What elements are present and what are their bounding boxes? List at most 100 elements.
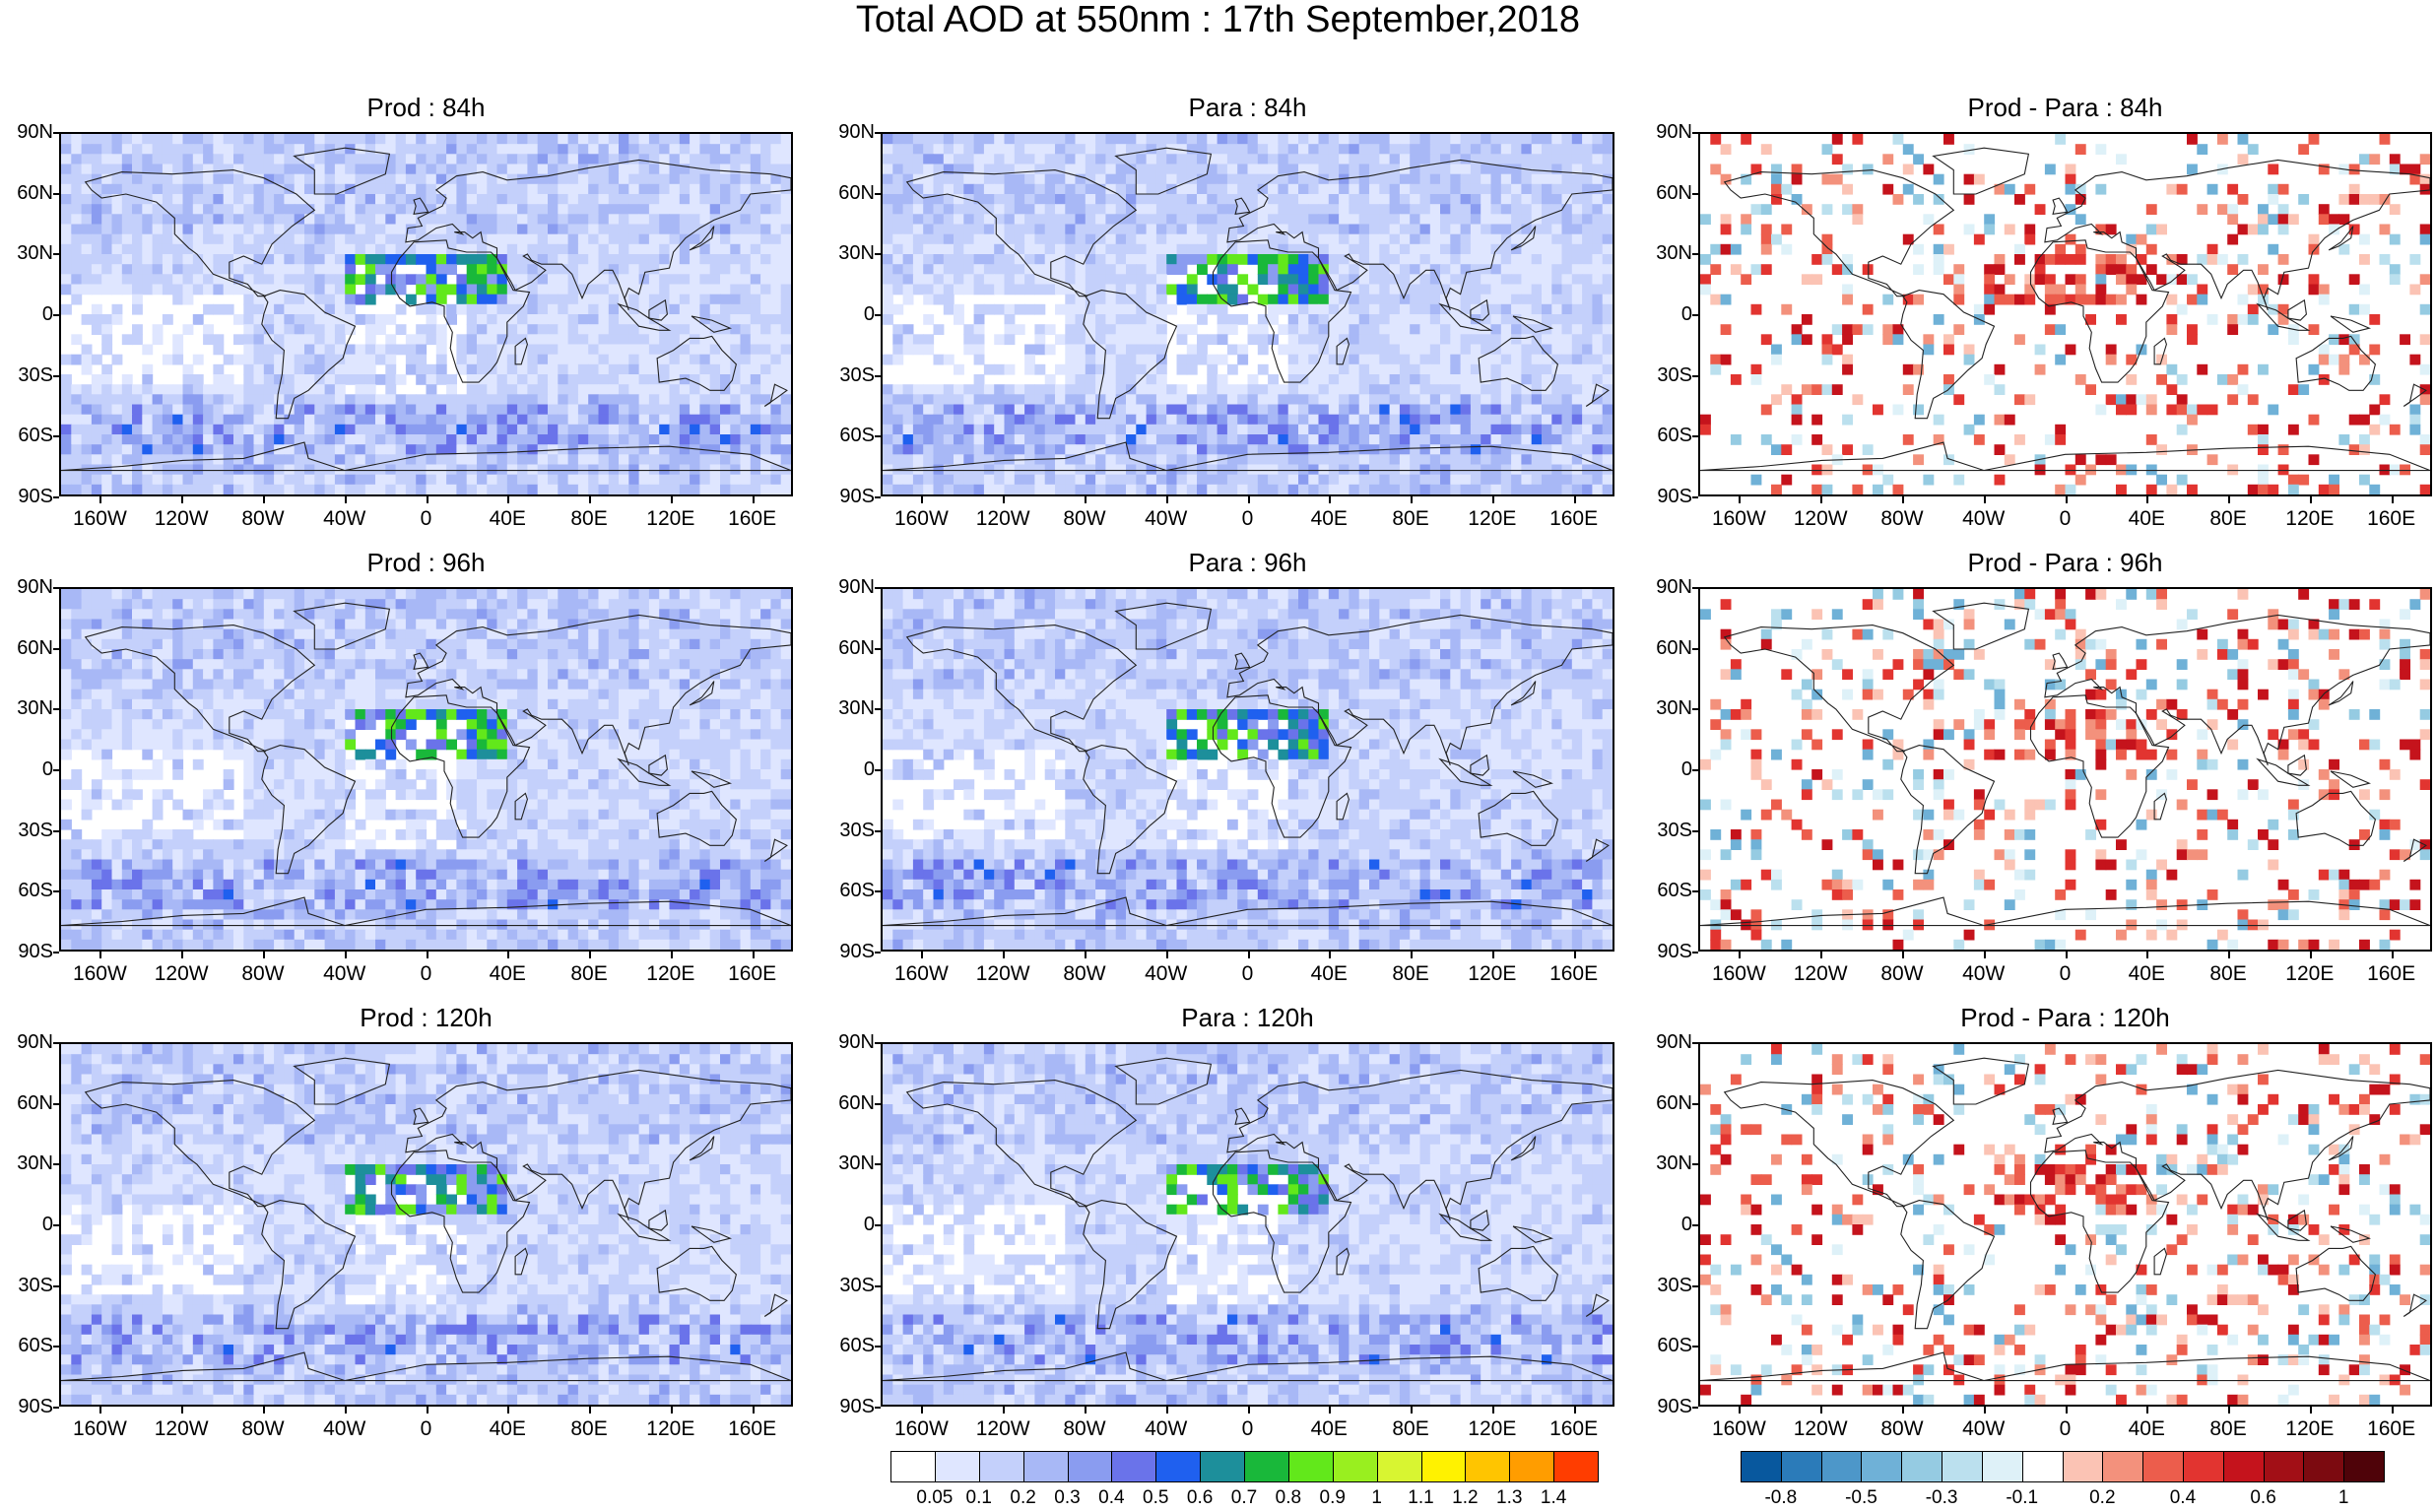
colorbar-label: -0.8 [1751, 1488, 1811, 1508]
longitude-label: 80E [2189, 1418, 2268, 1440]
lat-tick [1692, 193, 1698, 195]
lat-tick [1692, 132, 1698, 134]
lat-tick [1692, 1224, 1698, 1226]
colorbar-swatch [1821, 1451, 1863, 1482]
map-field [1700, 1044, 2430, 1405]
latitude-label: 0 [1633, 1215, 1692, 1234]
latitude-label: 90N [816, 122, 875, 142]
longitude-label: 80E [550, 963, 628, 985]
lon-tick [507, 496, 509, 503]
coastline [2296, 1246, 2375, 1300]
colorbar-swatch [1861, 1451, 1902, 1482]
colorbar-swatch [2264, 1451, 2305, 1482]
latitude-label: 60S [0, 881, 53, 900]
lon-tick [1574, 1407, 1576, 1413]
latitude-label: 30S [816, 821, 875, 840]
lat-tick [875, 435, 881, 437]
longitude-label: 160E [713, 508, 792, 530]
colorbar-swatch [935, 1451, 980, 1482]
longitude-label: 120E [631, 1418, 710, 1440]
colorbar-swatch [1068, 1451, 1113, 1482]
difference-map [1698, 1042, 2432, 1407]
longitude-label: 0 [2026, 508, 2105, 530]
lon-tick [921, 496, 923, 503]
latitude-label: 60S [1633, 881, 1692, 900]
longitude-label: 40W [1127, 963, 1206, 985]
map-field [61, 589, 791, 950]
lat-tick [1692, 952, 1698, 953]
lon-tick [1984, 952, 1986, 958]
longitude-label: 160E [2352, 1418, 2431, 1440]
lat-tick [1692, 587, 1698, 589]
lat-tick [875, 1285, 881, 1287]
colorbar-swatch [2183, 1451, 2224, 1482]
longitude-label: 120E [1453, 1418, 1532, 1440]
map-field [883, 1044, 1613, 1405]
lat-tick [1692, 435, 1698, 437]
latitude-label: 0 [0, 304, 53, 324]
lat-tick [875, 496, 881, 498]
lon-tick [753, 952, 755, 958]
longitude-label: 120E [631, 963, 710, 985]
lat-tick [53, 1163, 59, 1165]
longitude-label: 80W [1045, 508, 1124, 530]
colorbar-swatch [1942, 1451, 1983, 1482]
map-field [61, 1044, 791, 1405]
longitude-label: 120W [963, 963, 1042, 985]
latitude-label: 90N [816, 1032, 875, 1052]
lon-tick [1492, 1407, 1494, 1413]
lon-tick [1411, 496, 1413, 503]
lat-tick [875, 587, 881, 589]
longitude-label: 40W [1944, 508, 2023, 530]
map-field [883, 589, 1613, 950]
latitude-label: 30S [1633, 1276, 1692, 1295]
lon-tick [2146, 1407, 2148, 1413]
colorbar-swatch [890, 1451, 936, 1482]
lat-tick [53, 132, 59, 134]
panel-title: Prod : 84h [59, 93, 793, 122]
latitude-label: 0 [816, 304, 875, 324]
lat-tick [53, 1224, 59, 1226]
panel-title: Prod - Para : 120h [1698, 1003, 2432, 1032]
lon-tick [2066, 952, 2068, 958]
lon-tick [263, 1407, 265, 1413]
lon-tick [1739, 952, 1741, 958]
latitude-label: 30S [816, 365, 875, 385]
colorbar-swatch [1781, 1451, 1822, 1482]
longitude-label: 120E [2271, 963, 2349, 985]
latitude-label: 90S [0, 1397, 53, 1416]
lat-tick [53, 1042, 59, 1044]
longitude-label: 120E [631, 508, 710, 530]
aod-map [881, 1042, 1614, 1407]
latitude-label: 90N [0, 577, 53, 597]
aod-map [881, 587, 1614, 952]
longitude-label: 120E [1453, 963, 1532, 985]
lon-tick [181, 496, 183, 503]
longitude-label: 120W [1781, 963, 1860, 985]
longitude-label: 0 [1209, 508, 1287, 530]
longitude-label: 40W [305, 963, 384, 985]
longitude-label: 120E [1453, 508, 1532, 530]
lat-tick [53, 193, 59, 195]
lon-tick [2228, 952, 2230, 958]
lon-tick [181, 952, 183, 958]
lat-tick [875, 648, 881, 650]
longitude-label: 120W [963, 508, 1042, 530]
coastline [2331, 1226, 2369, 1242]
latitude-label: 60S [1633, 1336, 1692, 1355]
lon-tick [99, 952, 101, 958]
longitude-label: 80E [1371, 1418, 1450, 1440]
colorbar-swatch [1465, 1451, 1510, 1482]
lon-tick [507, 952, 509, 958]
lat-tick [1692, 648, 1698, 650]
lon-tick [2310, 1407, 2312, 1413]
colorbar-swatch [1333, 1451, 1378, 1482]
lon-tick [99, 496, 101, 503]
lon-tick [1248, 952, 1250, 958]
lon-tick [1085, 496, 1086, 503]
lat-tick [53, 1103, 59, 1105]
lon-tick [1166, 952, 1168, 958]
lat-tick [1692, 1163, 1698, 1165]
lat-tick [1692, 1285, 1698, 1287]
